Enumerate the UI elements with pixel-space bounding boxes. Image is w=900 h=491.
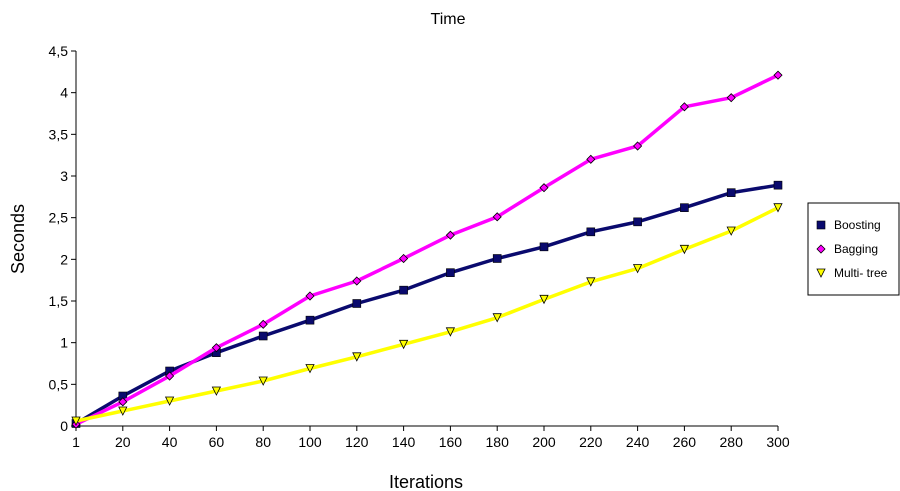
data-point-multi-tree: [445, 327, 456, 337]
data-point-boosting: [446, 268, 455, 277]
x-tick-label: 140: [392, 434, 416, 450]
data-point-multi-tree: [118, 406, 128, 416]
data-point-multi-tree: [258, 376, 268, 386]
x-tick-label: 180: [486, 434, 510, 450]
data-point-boosting: [492, 254, 502, 263]
data-point-multi-tree: [726, 226, 736, 236]
data-point-boosting: [305, 315, 315, 325]
data-point-bagging: [679, 102, 689, 112]
data-point-multi-tree: [492, 313, 502, 323]
data-point-bagging: [118, 397, 128, 407]
x-tick-label: 160: [439, 434, 463, 450]
data-point-boosting: [633, 217, 642, 227]
x-tick-label: 120: [345, 434, 369, 450]
x-tick-label: 20: [115, 434, 131, 450]
data-point-bagging: [539, 183, 549, 193]
legend-marker-bagging: [816, 244, 826, 254]
data-point-boosting: [586, 227, 596, 237]
data-point-multi-tree: [352, 352, 362, 362]
y-tick-label: 2: [60, 251, 68, 267]
series-line-boosting: [75, 183, 779, 426]
data-point-boosting: [399, 285, 408, 295]
series-line-bagging: [75, 73, 779, 426]
data-point-bagging: [773, 70, 783, 80]
y-tick-label: 1,5: [49, 293, 69, 309]
legend-marker-boosting: [816, 220, 826, 230]
data-point-boosting: [773, 180, 783, 190]
data-point-bagging: [165, 371, 175, 381]
data-point-multi-tree: [632, 264, 643, 274]
data-point-multi-tree: [71, 416, 81, 426]
chart-title: Time: [431, 11, 466, 28]
y-tick-label: 0,5: [49, 376, 69, 392]
x-tick-label: 60: [209, 434, 225, 450]
y-tick-label: 4: [60, 85, 68, 101]
data-point-boosting: [258, 331, 268, 341]
y-tick-label: 1: [60, 335, 68, 351]
x-tick-label: 80: [255, 434, 271, 450]
data-point-multi-tree: [539, 294, 549, 305]
x-tick-label: 100: [298, 434, 322, 450]
plot-area: 00,511,522,533,544,51 20 40 60 80 100 120 140 16…: [49, 43, 790, 450]
data-point-bagging: [352, 276, 362, 286]
x-tick-label: 1: [72, 434, 80, 450]
y-tick-label: 0: [60, 418, 68, 434]
y-tick-label: 4,5: [49, 43, 69, 59]
y-axis-title: Seconds: [8, 204, 28, 274]
data-point-multi-tree: [586, 277, 596, 287]
x-tick-label: 240: [626, 434, 650, 450]
data-point-bagging: [305, 291, 315, 301]
data-point-multi-tree: [773, 203, 783, 213]
legend: Boosting Bagging Multi- tree: [807, 202, 900, 296]
x-tick-label: 40: [162, 434, 178, 450]
data-point-multi-tree: [398, 339, 409, 350]
x-tick-label: 300: [766, 434, 790, 450]
data-point-bagging: [399, 253, 409, 264]
legend-label-bagging: Bagging: [834, 242, 878, 256]
data-point-bagging: [586, 154, 596, 164]
data-point-multi-tree: [679, 244, 690, 255]
data-point-bagging: [445, 230, 455, 240]
data-point-multi-tree: [305, 364, 315, 374]
data-point-bagging: [211, 343, 221, 353]
x-tick-label: 220: [579, 434, 603, 450]
legend-label-boosting: Boosting: [834, 218, 881, 232]
data-point-boosting: [726, 188, 736, 197]
data-point-boosting: [680, 203, 689, 212]
data-point-boosting: [539, 242, 549, 252]
legend-marker-multi-tree: [816, 268, 826, 278]
y-tick-label: 3,5: [49, 126, 69, 142]
data-point-multi-tree: [164, 396, 175, 406]
y-tick-label: 2,5: [49, 210, 69, 226]
data-point-bagging: [492, 212, 502, 222]
legend-label-multi-tree: Multi- tree: [834, 266, 888, 280]
x-tick-label: 200: [532, 434, 556, 450]
x-tick-label: 260: [673, 434, 697, 450]
data-point-bagging: [633, 141, 643, 151]
data-point-bagging: [726, 93, 736, 103]
data-point-multi-tree: [211, 386, 222, 396]
data-point-boosting: [352, 299, 362, 308]
x-tick-label: 280: [720, 434, 744, 450]
y-tick-label: 3: [60, 168, 68, 184]
series-line-multi-tree: [75, 206, 779, 423]
x-axis-title: Iterations: [389, 472, 463, 491]
data-point-bagging: [258, 319, 268, 329]
